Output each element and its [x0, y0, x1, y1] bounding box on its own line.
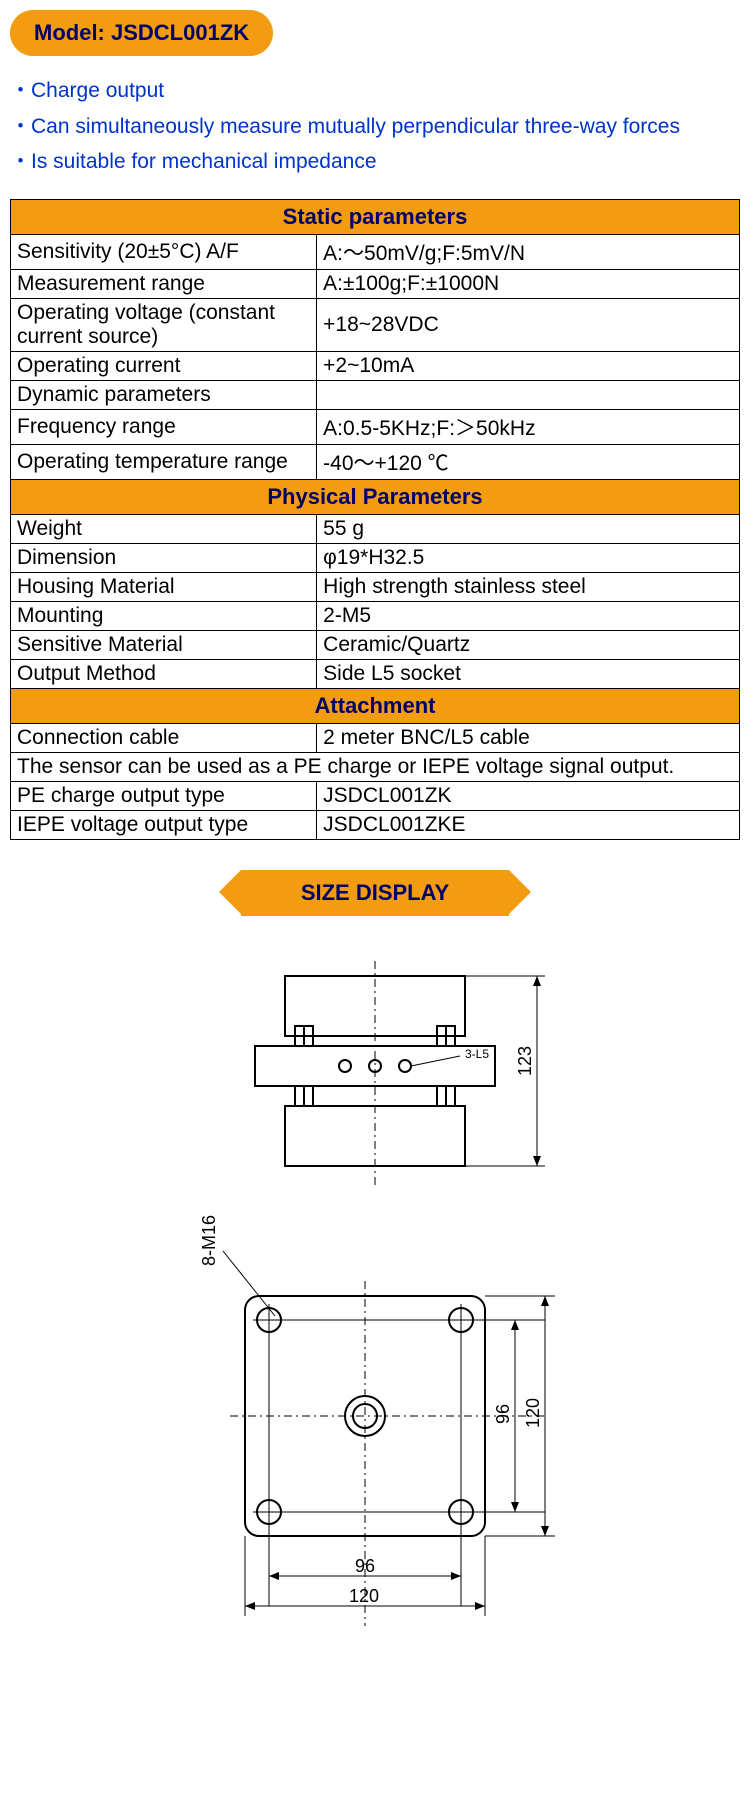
size-diagram: 123 3-L5 8-M16 [135, 936, 615, 1656]
section-header-static: Static parameters [11, 199, 740, 234]
param-key: Measurement range [11, 269, 317, 298]
table-row: Dynamic parameters [11, 380, 740, 409]
feature-list: ・Charge output ・Can simultaneously measu… [10, 74, 740, 179]
table-row: Sensitive MaterialCeramic/Quartz [11, 630, 740, 659]
table-row: PE charge output typeJSDCL001ZK [11, 781, 740, 810]
table-row: IEPE voltage output typeJSDCL001ZKE [11, 810, 740, 839]
param-value: 2-M5 [317, 601, 740, 630]
attachment-note: The sensor can be used as a PE charge or… [11, 752, 740, 781]
param-value: A:～50mV/g;F:5mV/N [317, 234, 740, 269]
param-key: Sensitive Material [11, 630, 317, 659]
dim-120-v: 120 [523, 1398, 543, 1428]
param-value [317, 380, 740, 409]
param-key: IEPE voltage output type [11, 810, 317, 839]
param-key: Housing Material [11, 572, 317, 601]
annot-8m16: 8-M16 [199, 1215, 219, 1266]
param-key: Output Method [11, 659, 317, 688]
param-key: Dynamic parameters [11, 380, 317, 409]
dim-123: 123 [515, 1046, 535, 1076]
table-row: Mounting2-M5 [11, 601, 740, 630]
spec-table: Static parameters Sensitivity (20±5°C) A… [10, 199, 740, 840]
table-row: Operating temperature range-40～+120 ℃ [11, 444, 740, 479]
param-key: PE charge output type [11, 781, 317, 810]
param-key: Operating current [11, 351, 317, 380]
dim-96-h: 96 [355, 1556, 375, 1576]
param-key: Sensitivity (20±5°C) A/F [11, 234, 317, 269]
param-value: Side L5 socket [317, 659, 740, 688]
dim-96-v: 96 [493, 1404, 513, 1424]
table-row: Connection cable2 meter BNC/L5 cable [11, 723, 740, 752]
param-value: φ19*H32.5 [317, 543, 740, 572]
param-value: A:±100g;F:±1000N [317, 269, 740, 298]
param-key: Operating voltage (constant current sour… [11, 298, 317, 351]
param-value: 55 g [317, 514, 740, 543]
param-value: 2 meter BNC/L5 cable [317, 723, 740, 752]
feature-item: ・Can simultaneously measure mutually per… [10, 110, 740, 144]
table-row: Operating voltage (constant current sour… [11, 298, 740, 351]
param-value: -40～+120 ℃ [317, 444, 740, 479]
table-row: The sensor can be used as a PE charge or… [11, 752, 740, 781]
param-value: JSDCL001ZKE [317, 810, 740, 839]
table-row: Operating current+2~10mA [11, 351, 740, 380]
param-key: Connection cable [11, 723, 317, 752]
param-key: Mounting [11, 601, 317, 630]
table-row: Dimensionφ19*H32.5 [11, 543, 740, 572]
table-row: Frequency rangeA:0.5-5KHz;F:＞50kHz [11, 409, 740, 444]
table-row: Weight55 g [11, 514, 740, 543]
param-key: Weight [11, 514, 317, 543]
param-key: Operating temperature range [11, 444, 317, 479]
param-value: +18~28VDC [317, 298, 740, 351]
param-key: Dimension [11, 543, 317, 572]
feature-item: ・Charge output [10, 74, 740, 108]
section-header-physical: Physical Parameters [11, 479, 740, 514]
model-badge: Model: JSDCL001ZK [10, 10, 273, 56]
param-value: +2~10mA [317, 351, 740, 380]
table-row: Sensitivity (20±5°C) A/FA:～50mV/g;F:5mV/… [11, 234, 740, 269]
dim-120-h: 120 [349, 1586, 379, 1606]
param-value: High strength stainless steel [317, 572, 740, 601]
section-header-attachment: Attachment [11, 688, 740, 723]
param-value: Ceramic/Quartz [317, 630, 740, 659]
annot-3l5: 3-L5 [465, 1047, 489, 1061]
table-row: Measurement rangeA:±100g;F:±1000N [11, 269, 740, 298]
table-row: Output MethodSide L5 socket [11, 659, 740, 688]
size-display-banner: SIZE DISPLAY [241, 870, 509, 916]
param-value: A:0.5-5KHz;F:＞50kHz [317, 409, 740, 444]
param-key: Frequency range [11, 409, 317, 444]
feature-item: ・Is suitable for mechanical impedance [10, 145, 740, 179]
param-value: JSDCL001ZK [317, 781, 740, 810]
table-row: Housing MaterialHigh strength stainless … [11, 572, 740, 601]
